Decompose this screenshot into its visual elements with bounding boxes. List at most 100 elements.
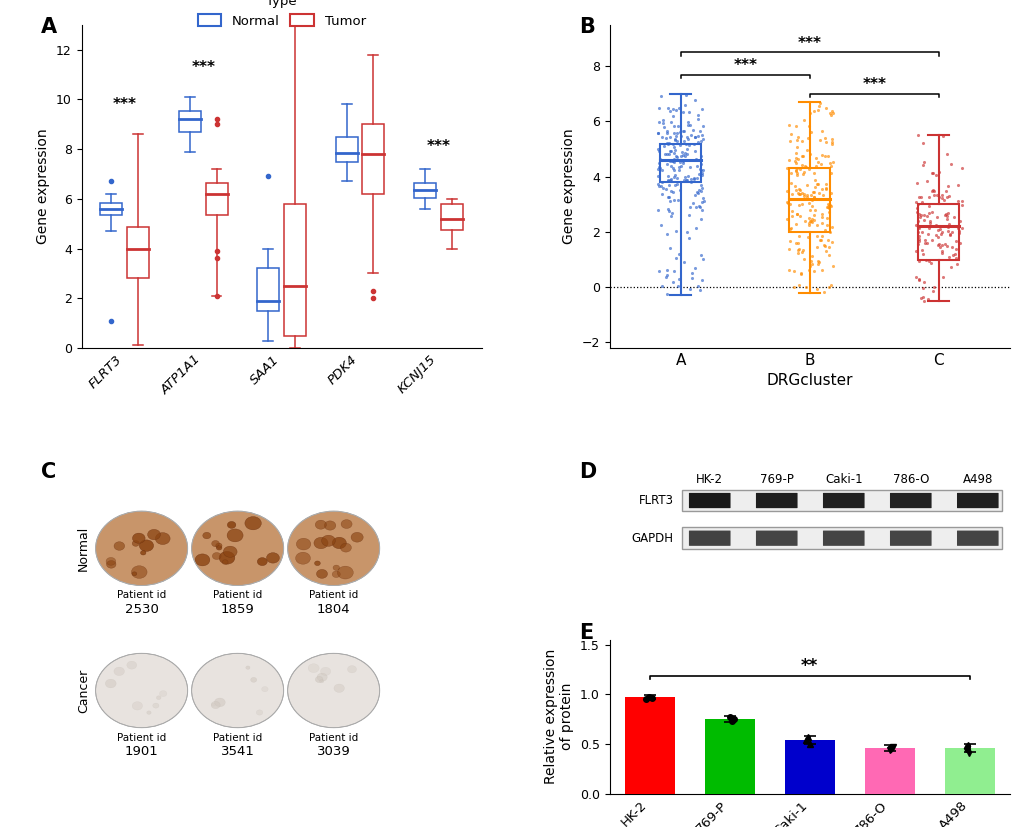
Point [812, 182, 828, 195]
Circle shape [332, 538, 346, 548]
Point [665, 194, 682, 207]
Point [823, 137, 840, 151]
Point [803, 194, 819, 207]
Point [669, 280, 686, 293]
Point [799, 231, 815, 244]
Point [654, 117, 671, 130]
Point [816, 224, 833, 237]
Text: Patient id: Patient id [117, 733, 166, 743]
Point [940, 224, 956, 237]
Point [675, 155, 691, 168]
Point [792, 209, 808, 222]
Point [936, 184, 953, 198]
Point [780, 154, 796, 167]
Point [669, 247, 686, 261]
Point [816, 131, 833, 145]
Circle shape [153, 703, 159, 708]
Point [676, 170, 692, 184]
Point [795, 252, 811, 265]
Point [805, 208, 821, 221]
Point [819, 150, 836, 163]
Point [657, 131, 674, 145]
Point [920, 191, 936, 204]
Bar [414, 183, 436, 198]
Text: **: ** [800, 657, 817, 676]
Text: 3039: 3039 [317, 745, 351, 758]
Point [801, 147, 817, 160]
Point [920, 206, 936, 219]
Point [924, 183, 941, 196]
Circle shape [256, 710, 263, 715]
Point [924, 184, 941, 198]
Point [821, 198, 838, 212]
Point [808, 218, 824, 232]
Point [791, 183, 807, 196]
Circle shape [106, 561, 116, 568]
Bar [440, 203, 463, 230]
FancyBboxPatch shape [822, 531, 864, 546]
Point [794, 158, 810, 171]
Point [914, 155, 930, 169]
Point [813, 210, 829, 223]
Point [800, 119, 816, 132]
Point [677, 137, 693, 151]
FancyBboxPatch shape [688, 531, 730, 546]
Point [656, 148, 673, 161]
Point [654, 113, 671, 127]
Circle shape [148, 529, 160, 540]
Point [680, 170, 696, 183]
Circle shape [211, 703, 215, 706]
Point [823, 155, 840, 168]
Point [937, 210, 954, 223]
Text: 769-P: 769-P [759, 473, 793, 485]
Point [794, 244, 810, 257]
Point [659, 101, 676, 114]
Point [788, 166, 804, 179]
Point [801, 259, 817, 272]
Point [800, 212, 816, 225]
Point [689, 185, 705, 198]
Point [949, 222, 965, 235]
Point [791, 188, 807, 201]
Point [693, 203, 709, 216]
Point [910, 272, 926, 285]
Point [796, 166, 812, 179]
Point [932, 227, 949, 241]
Point [923, 166, 940, 179]
Point [812, 193, 828, 206]
Point [923, 206, 940, 219]
Bar [206, 183, 227, 215]
Bar [944, 748, 994, 794]
Point [677, 173, 693, 186]
Bar [625, 697, 674, 794]
Point [817, 183, 834, 196]
Circle shape [321, 535, 335, 547]
Point [803, 250, 819, 263]
Bar [789, 169, 829, 232]
Point [940, 221, 956, 234]
Point [953, 194, 969, 208]
FancyBboxPatch shape [890, 531, 930, 546]
Point [649, 170, 665, 183]
Point [678, 142, 694, 155]
Point [816, 150, 833, 163]
Point [950, 227, 966, 240]
Point [919, 292, 935, 305]
Text: 1804: 1804 [317, 603, 351, 616]
Bar [100, 203, 122, 215]
Point [909, 197, 925, 210]
Point [787, 151, 803, 165]
Point [664, 110, 681, 123]
Point [944, 248, 960, 261]
Point [790, 183, 806, 196]
Point [815, 285, 832, 299]
Point [788, 164, 804, 177]
Point [658, 136, 675, 150]
Point [811, 134, 827, 147]
Point [661, 144, 678, 157]
Point [693, 248, 709, 261]
Point [692, 150, 708, 163]
Text: Patient id: Patient id [309, 733, 358, 743]
Point [907, 218, 923, 232]
Text: ***: *** [733, 58, 756, 73]
